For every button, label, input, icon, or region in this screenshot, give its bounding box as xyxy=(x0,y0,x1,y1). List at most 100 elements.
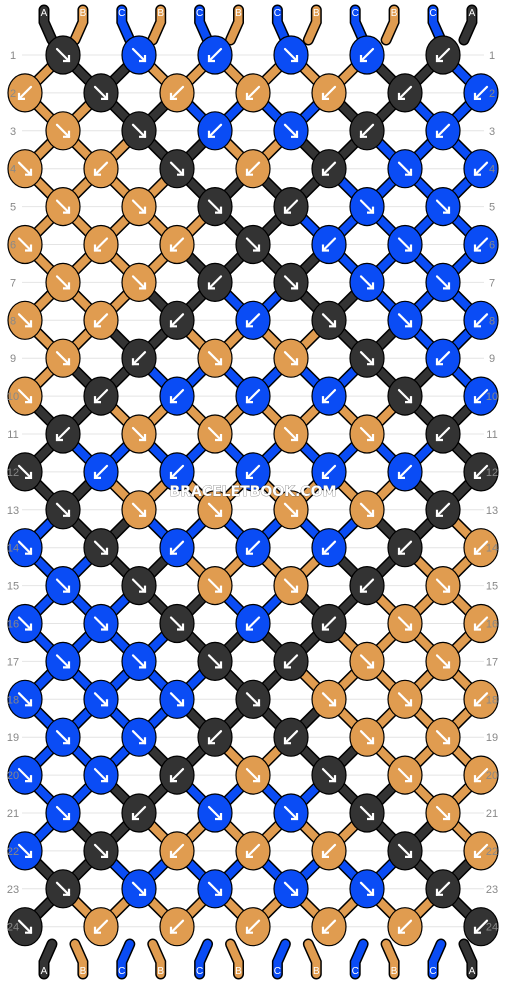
knot-arrowhead-icon xyxy=(443,813,451,821)
row-number-left: 12 xyxy=(7,467,19,479)
knot xyxy=(425,793,461,833)
row-number-left: 20 xyxy=(7,770,19,782)
knot-arrow-icon xyxy=(359,730,375,745)
knot-arrowhead-icon xyxy=(405,396,413,404)
knot-arrowhead-icon xyxy=(405,850,413,858)
knot-arrow-icon xyxy=(321,464,337,479)
knot-arrowhead-icon xyxy=(443,737,451,745)
knot-arrowhead-icon xyxy=(321,396,329,404)
knot-arrowhead-icon xyxy=(245,850,253,858)
row-number-right: 12 xyxy=(486,467,498,479)
knot xyxy=(7,528,43,568)
strand-label-bottom: B xyxy=(235,966,242,977)
knot-arrowhead-icon xyxy=(405,775,413,783)
knot-arrow-icon xyxy=(245,85,261,101)
knot-arrowhead-icon xyxy=(283,737,291,745)
knot-arrowhead-icon xyxy=(139,888,147,896)
knot xyxy=(159,300,195,340)
knot-arrowhead-icon xyxy=(169,775,177,783)
row-number-right: 23 xyxy=(486,884,498,896)
row-number-right: 5 xyxy=(489,202,495,214)
strand-label-top: C xyxy=(429,8,436,19)
knot-arrow-icon xyxy=(321,692,337,707)
knot xyxy=(45,717,81,757)
knot xyxy=(159,907,195,947)
knot-arrow-icon xyxy=(17,85,33,101)
knot xyxy=(387,452,423,492)
knot-arrowhead-icon xyxy=(169,320,177,328)
row-number-left: 7 xyxy=(10,277,16,289)
knot-arrow-icon xyxy=(435,578,451,593)
knot xyxy=(159,755,195,795)
knot-arrow-icon xyxy=(207,881,223,896)
knot-arrowhead-icon xyxy=(473,775,481,783)
knot xyxy=(235,679,271,719)
strand-label-bottom: C xyxy=(429,966,436,977)
knot-arrow-icon xyxy=(207,805,223,821)
knot-arrowhead-icon xyxy=(321,92,329,100)
knot-arrow-icon xyxy=(321,313,337,328)
knot xyxy=(349,338,385,378)
knot xyxy=(311,452,347,492)
knot-arrow-icon xyxy=(283,351,299,366)
strand-label-top: C xyxy=(118,8,125,19)
knot-arrowhead-icon xyxy=(283,661,291,669)
knot xyxy=(311,679,347,719)
knot xyxy=(311,73,347,113)
knot-arrow-icon xyxy=(55,654,71,669)
knot-arrow-icon xyxy=(55,426,71,442)
knot-arrowhead-icon xyxy=(215,585,223,593)
knot-arrow-icon xyxy=(359,805,375,821)
strand-top xyxy=(351,6,368,44)
knot-arrowhead-icon xyxy=(367,358,375,366)
knot-arrowhead-icon xyxy=(63,737,71,745)
knot-arrowhead-icon xyxy=(139,55,147,63)
knot-arrow-icon xyxy=(93,237,109,252)
knot-arrowhead-icon xyxy=(473,168,481,176)
knot xyxy=(197,111,233,151)
knot-arrow-icon xyxy=(93,313,109,328)
knot-arrowhead-icon xyxy=(253,775,261,783)
knot-arrow-icon xyxy=(207,47,223,63)
knot-arrowhead-icon xyxy=(169,244,177,252)
row-number-left: 14 xyxy=(7,543,19,555)
knot-arrow-icon xyxy=(131,275,147,290)
knot-arrowhead-icon xyxy=(359,585,367,593)
knot xyxy=(425,35,461,75)
knot-arrowhead-icon xyxy=(131,358,139,366)
knot xyxy=(311,224,347,265)
strand-bottom xyxy=(117,940,134,978)
knot-arrowhead-icon xyxy=(63,509,71,517)
knot xyxy=(235,149,271,189)
knot-arrow-icon xyxy=(397,692,413,707)
knot-arrow-icon xyxy=(17,237,33,252)
knot-arrow-icon xyxy=(93,85,109,101)
knot xyxy=(311,831,347,871)
row-number-left: 21 xyxy=(7,808,19,820)
knot xyxy=(197,35,233,75)
knot-arrowhead-icon xyxy=(291,358,299,366)
knot xyxy=(121,565,157,606)
knot xyxy=(7,149,43,189)
strand-label-bottom: B xyxy=(313,966,320,977)
knot xyxy=(349,641,385,682)
knot-arrow-icon xyxy=(283,123,299,138)
knot-arrow-icon xyxy=(473,464,489,479)
knot-arrowhead-icon xyxy=(367,888,375,896)
knot-arrow-icon xyxy=(397,464,413,479)
row-number-left: 4 xyxy=(10,164,16,176)
knot-arrow-icon xyxy=(131,426,147,442)
knot-arrow-icon xyxy=(131,123,147,138)
knot-arrow-icon xyxy=(397,161,413,176)
knot-arrow-icon xyxy=(359,351,375,366)
knot-arrowhead-icon xyxy=(207,737,215,745)
knot-arrowhead-icon xyxy=(473,547,481,555)
knot-arrowhead-icon xyxy=(359,130,367,138)
knot xyxy=(197,187,233,227)
knot-arrowhead-icon xyxy=(291,55,299,63)
knot xyxy=(159,224,195,265)
knot xyxy=(273,187,309,227)
knot-arrowhead-icon xyxy=(25,547,33,555)
knot-arrowhead-icon xyxy=(207,130,215,138)
knot-arrowhead-icon xyxy=(25,699,33,707)
